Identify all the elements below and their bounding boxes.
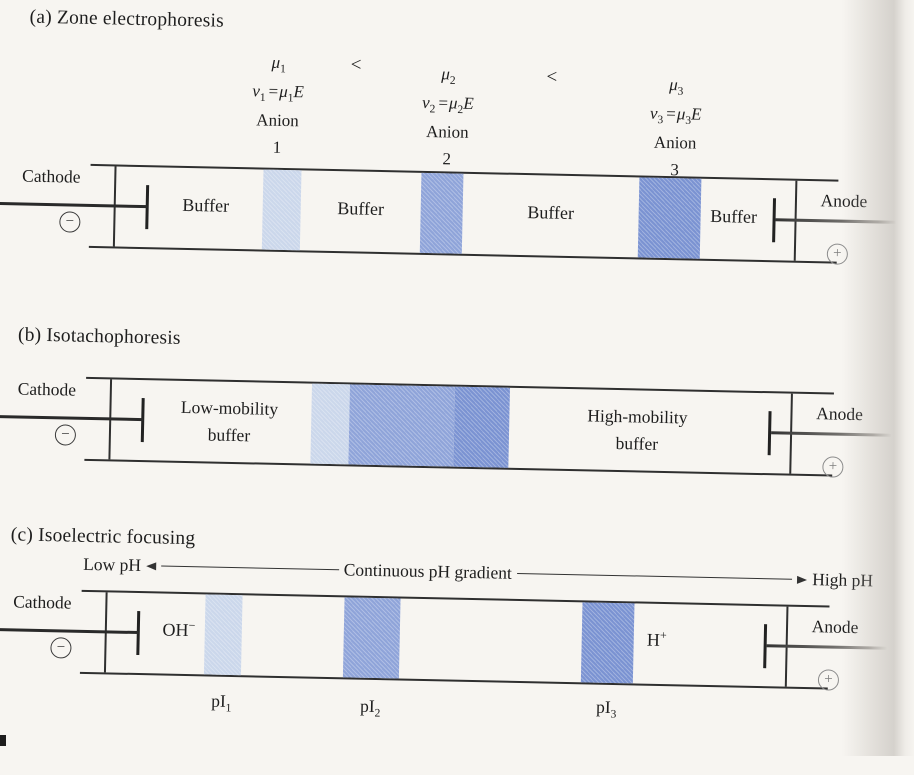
pi1-label: pI1: [210, 690, 232, 715]
section-b-title: (b) Isotachophoresis: [17, 324, 181, 349]
minus-terminal-icon: −: [50, 637, 72, 659]
mobility-symbol: μ2: [441, 64, 456, 87]
anion-2-label-group: μ2 v2 =μ2E Anion 2: [386, 60, 508, 174]
cathode-wire: [0, 414, 144, 422]
anion-number: 1: [272, 137, 282, 157]
anode-label: Anode: [815, 403, 864, 425]
high-ph-label: High pH: [812, 569, 874, 591]
high-mobility-line1: High-mobility: [587, 405, 688, 428]
continuous-ph-gradient-label: Continuous pH gradient: [343, 559, 513, 583]
low-mobility-line1: Low-mobility: [180, 396, 279, 419]
buffer-label-2: Buffer: [337, 198, 385, 220]
less-than-sign-2: <: [546, 66, 558, 88]
anode-label: Anode: [820, 190, 868, 212]
less-than-sign-1: <: [350, 54, 362, 76]
anion-word: Anion: [653, 133, 697, 154]
velocity-equation: v1 =μ1E: [252, 81, 305, 105]
plus-sign: +: [824, 671, 833, 688]
section-a-title: (a) Zone electrophoresis: [29, 6, 225, 32]
isoelectric-focusing-tube: OH− H+ Cathode − Anode +: [0, 589, 887, 691]
high-mobility-buffer-label: High-mobility buffer: [547, 402, 728, 460]
plus-sign: +: [832, 245, 842, 262]
cathode-label: Cathode: [17, 378, 77, 400]
anion-1-band: [261, 169, 302, 251]
scan-artifact-mark: [0, 735, 6, 746]
low-mobility-buffer-label: Low-mobility buffer: [139, 393, 320, 451]
tube-top-line: [81, 589, 830, 608]
plus-terminal-icon: +: [817, 669, 840, 691]
section-c-title: (c) Isoelectric focusing: [10, 524, 196, 550]
high-mobility-line2: buffer: [615, 433, 659, 455]
anode-label: Anode: [811, 616, 859, 638]
cathode-label: Cathode: [13, 591, 72, 613]
buffer-label-3: Buffer: [527, 202, 575, 224]
plus-sign: +: [828, 458, 838, 475]
low-mobility-line2: buffer: [207, 424, 251, 446]
mobility-symbol: μ3: [669, 75, 684, 98]
zone-electrophoresis-tube: Buffer Buffer Buffer Buffer Cathode − An…: [0, 163, 896, 265]
pi2-label: pI2: [359, 695, 381, 720]
cathode-label: Cathode: [21, 165, 81, 187]
tube-bottom-line: [88, 245, 837, 264]
minus-sign: −: [65, 213, 75, 230]
anion-word: Anion: [256, 110, 299, 131]
velocity-equation: v2 =μ2E: [421, 93, 474, 117]
minus-terminal-icon: −: [59, 211, 81, 233]
buffer-label-4: Buffer: [710, 205, 758, 227]
right-arrowhead-icon: [797, 575, 808, 584]
isotachophoresis-tube: Low-mobility buffer High-mobility buffer…: [0, 376, 892, 478]
proton-label: H+: [646, 627, 667, 650]
cathode-wire: [0, 202, 148, 209]
ph-gradient-annotation: Low pH Continuous pH gradient High pH: [83, 554, 873, 592]
anion-word: Anion: [425, 122, 469, 143]
minus-sign: −: [56, 639, 66, 656]
protein-band-pi2: [342, 597, 401, 679]
pi3-label: pI3: [595, 696, 617, 721]
anion-2-band: [419, 172, 464, 254]
gradient-arrow-line: [161, 565, 339, 571]
minus-terminal-icon: −: [54, 424, 77, 446]
velocity-equation: v3 =μ3E: [649, 103, 702, 128]
plus-terminal-icon: +: [822, 456, 844, 478]
sample-band-3: [453, 386, 510, 468]
tube-bottom-line: [79, 671, 828, 690]
anion-1-label-group: μ1 v1 =μ1E Anion 1: [217, 49, 339, 163]
anion-3-label-group: μ3 v3 =μ3E Anion 3: [614, 71, 736, 185]
left-arrowhead-icon: [145, 561, 157, 570]
cathode-wire: [0, 627, 139, 635]
sample-band-2: [348, 384, 456, 467]
buffer-label-1: Buffer: [182, 194, 230, 216]
mobility-symbol: μ1: [271, 52, 286, 76]
minus-sign: −: [61, 426, 70, 443]
anion-number: 2: [442, 149, 452, 169]
plus-terminal-icon: +: [826, 243, 849, 265]
low-ph-label: Low pH: [83, 553, 142, 576]
gradient-arrow-line: [516, 572, 793, 581]
hydroxide-label: OH−: [162, 618, 196, 641]
